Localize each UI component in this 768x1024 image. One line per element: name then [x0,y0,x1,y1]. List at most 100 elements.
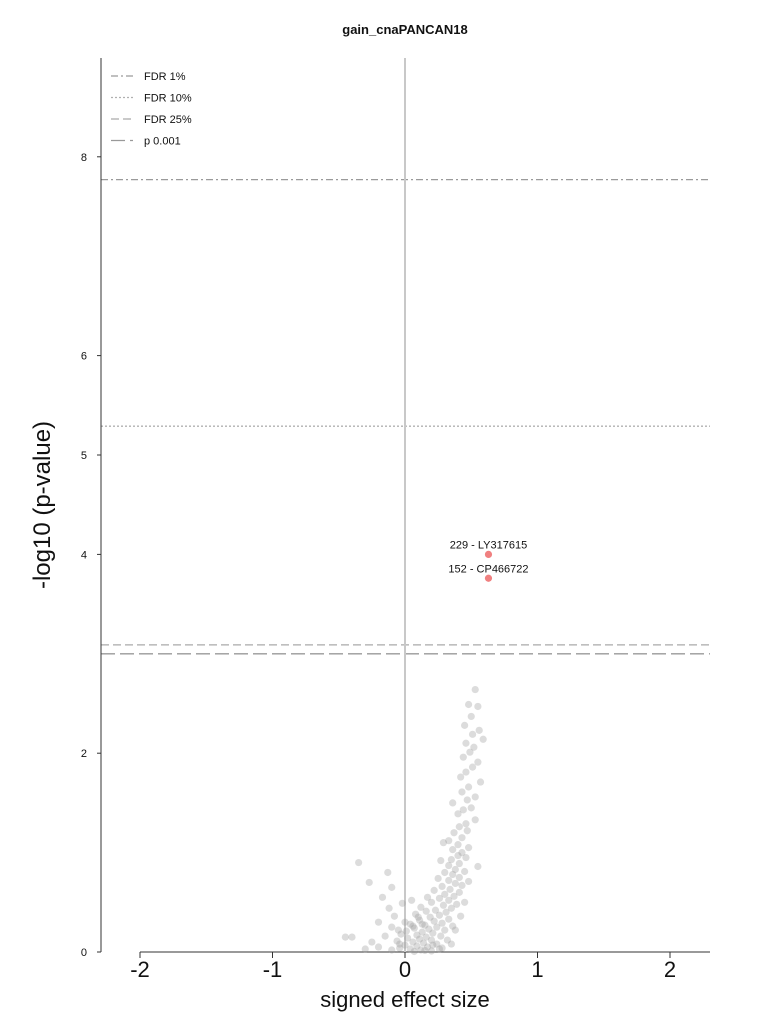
data-point [415,935,424,943]
data-point [435,911,444,919]
data-point [430,917,438,925]
data-point [467,804,475,812]
data-point [458,788,466,796]
data-point [466,748,474,756]
data-point [415,916,424,924]
data-point [423,893,432,901]
data-point [471,816,479,824]
data-point [445,837,453,845]
data-point [462,853,470,862]
data-point [406,920,414,928]
data-point [409,938,417,946]
data-point [410,947,418,956]
data-point [467,712,475,721]
x-tick-label: 0 [399,957,411,982]
chart-title: gain_cnaPANCAN18 [342,22,467,37]
data-point [388,946,396,954]
data-point [455,859,463,868]
data-point [458,881,466,890]
data-point [445,876,453,885]
data-point [396,944,404,952]
data-point [449,870,457,879]
data-point [401,941,409,949]
data-point [398,899,406,907]
data-point [446,885,454,893]
data-point [413,931,421,939]
y-tick-label: 2 [81,748,87,760]
data-point [474,862,482,871]
data-point [430,886,438,894]
data-point [461,721,469,729]
data-point [418,920,426,928]
data-point [419,939,428,947]
highlighted-points: 229 - LY317615 152 - CP466722 [448,539,529,582]
data-point [470,743,478,751]
data-point [442,908,450,916]
data-point [445,861,453,870]
y-tick-label: 0 [81,947,87,959]
data-point [475,726,483,734]
data-point [462,768,470,776]
data-point [458,849,466,857]
data-point [433,940,441,948]
y-ticks: 0 2 4 5 6 8 [81,152,101,959]
data-point [438,944,446,952]
data-point [445,896,453,904]
y-tick-label: 8 [81,152,87,164]
data-point [465,783,473,791]
x-tick-label: 1 [531,957,543,982]
data-point [421,946,429,955]
data-point [463,827,471,835]
data-point [402,927,410,935]
data-point [410,924,418,932]
data-point [438,882,446,890]
highlighted-point [484,574,493,582]
data-point [417,903,425,911]
data-point [459,753,467,761]
data-point [368,938,376,946]
data-point [374,943,383,951]
data-point [451,865,459,874]
data-point [393,937,401,945]
data-point [388,883,396,891]
data-point [447,904,455,912]
data-point [361,945,369,953]
data-point [468,730,477,738]
data-point [441,868,449,877]
x-axis-label: signed effect size [320,987,490,1012]
x-ticks: -2 -1 0 1 2 [130,952,676,982]
data-point [374,918,383,926]
data-point [423,943,432,951]
data-point [422,907,430,915]
data-point [406,945,414,953]
data-point [384,868,392,877]
data-point [429,941,437,949]
data-point [365,878,373,887]
data-point [434,874,442,883]
data-point [421,921,429,929]
data-point [422,933,430,941]
data-points [341,685,487,956]
data-point [427,936,436,944]
data-point [447,940,455,948]
data-point [404,934,412,942]
data-point [462,820,470,828]
data-point [413,942,421,950]
data-point [381,932,389,940]
data-point [459,806,467,814]
data-point [465,877,473,886]
data-point [447,855,455,864]
data-point [474,702,482,711]
legend: FDR 1% FDR 10% FDR 25% p 0.001 [111,71,192,148]
x-tick-label: -1 [263,957,283,982]
data-point [453,900,461,908]
data-point [408,896,416,904]
point-annotation: 152 - CP466722 [448,563,528,575]
axes [100,58,710,953]
data-point [427,898,436,906]
data-point [443,936,451,944]
data-point [437,932,445,940]
data-point [378,893,387,901]
data-point [433,923,441,931]
